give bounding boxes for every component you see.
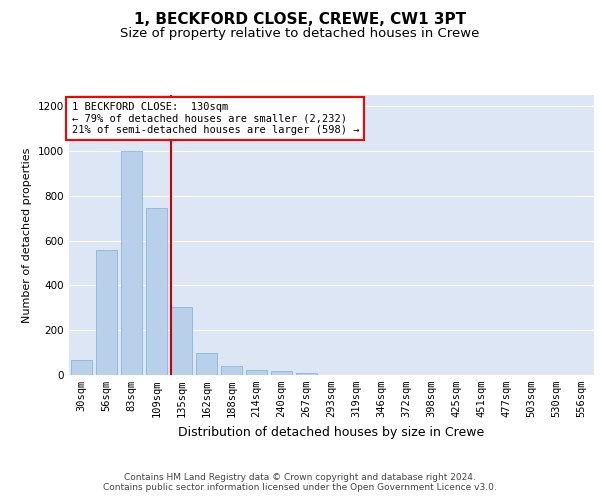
Bar [296,373,317,375]
Text: 1 BECKFORD CLOSE:  130sqm
← 79% of detached houses are smaller (2,232)
21% of se: 1 BECKFORD CLOSE: 130sqm ← 79% of detach… [71,102,359,135]
Text: Contains HM Land Registry data © Crown copyright and database right 2024.
Contai: Contains HM Land Registry data © Crown c… [103,473,497,492]
Bar [121,151,142,375]
Bar [71,360,92,375]
X-axis label: Distribution of detached houses by size in Crewe: Distribution of detached houses by size … [178,426,485,438]
Text: 1, BECKFORD CLOSE, CREWE, CW1 3PT: 1, BECKFORD CLOSE, CREWE, CW1 3PT [134,12,466,28]
Bar [146,208,167,375]
Bar [246,370,267,375]
Bar [221,366,242,375]
Bar [171,306,192,375]
Bar [96,250,117,375]
Bar [271,372,292,375]
Text: Size of property relative to detached houses in Crewe: Size of property relative to detached ho… [121,28,479,40]
Y-axis label: Number of detached properties: Number of detached properties [22,148,32,322]
Bar [196,352,217,375]
